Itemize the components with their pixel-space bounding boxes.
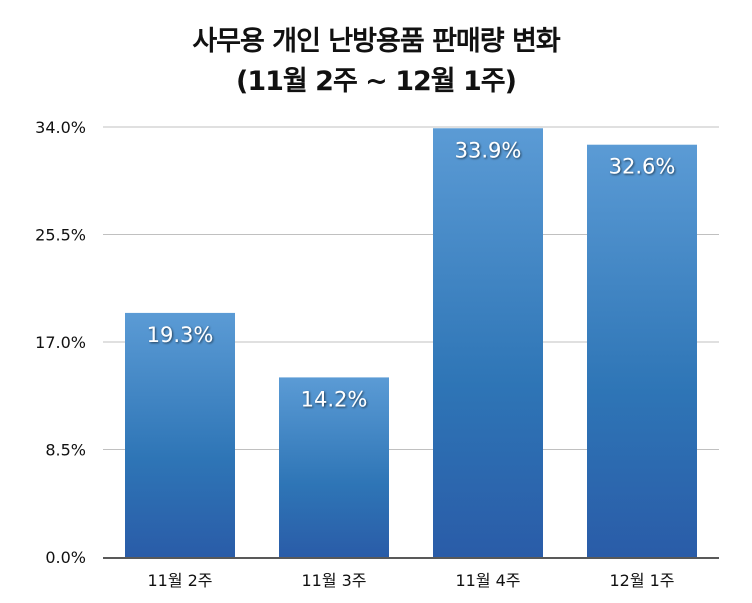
bar — [125, 312, 235, 557]
data-label: 14.2% — [301, 387, 368, 411]
x-tick-label: 11월 2주 — [147, 571, 212, 590]
bar — [279, 377, 389, 557]
data-label: 32.6% — [609, 155, 676, 179]
x-tick-label: 12월 1주 — [609, 571, 674, 590]
data-label: 19.3% — [147, 323, 214, 347]
y-tick-label: 25.5% — [35, 226, 86, 245]
y-tick-label: 34.0% — [35, 118, 86, 137]
x-tick-label: 11월 4주 — [455, 571, 520, 590]
bar — [587, 144, 697, 558]
chart-title: 사무용 개인 난방용품 판매량 변화 (11월 2주 ~ 12월 1주) — [0, 22, 752, 102]
y-tick-label: 17.0% — [35, 333, 86, 352]
y-tick-label: 0.0% — [45, 548, 86, 567]
chart-subtitle: (11월 2주 ~ 12월 1주) — [236, 66, 517, 97]
chart-title-main: 사무용 개인 난방용품 판매량 변화 — [192, 26, 560, 57]
y-tick-label: 8.5% — [45, 441, 86, 460]
bar — [433, 128, 543, 557]
x-tick-label: 11월 3주 — [301, 571, 366, 590]
data-label: 33.9% — [455, 138, 522, 162]
